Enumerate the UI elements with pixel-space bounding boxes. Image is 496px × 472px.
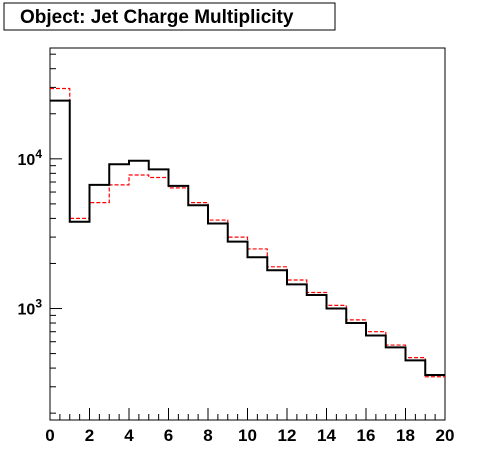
series-line-dashed [50, 87, 445, 378]
y-tick-label: 104 [18, 147, 43, 169]
plot-frame [49, 47, 446, 421]
x-tick-label: 18 [396, 426, 415, 445]
x-tick-label: 4 [124, 426, 134, 445]
x-tick-label: 0 [45, 426, 54, 445]
x-tick-label: 2 [85, 426, 94, 445]
plot-area: 0 2 4 6 8 10 12 14 16 18 20 103 104 [18, 47, 455, 445]
x-tick-label: 14 [317, 426, 336, 445]
y-tick-label: 103 [18, 297, 43, 319]
x-tick-label: 12 [278, 426, 297, 445]
title-box [3, 2, 336, 31]
chart-title: Object: Jet Charge Multiplicity [20, 7, 294, 28]
x-tick-label: 20 [436, 426, 455, 445]
x-tick-label: 6 [164, 426, 173, 445]
title-group: Object: Jet Charge Multiplicity [3, 2, 336, 31]
x-tick-label: 10 [238, 426, 257, 445]
x-tick-label: 16 [357, 426, 376, 445]
series-line-solid [50, 99, 445, 376]
x-tick-label: 8 [203, 426, 212, 445]
